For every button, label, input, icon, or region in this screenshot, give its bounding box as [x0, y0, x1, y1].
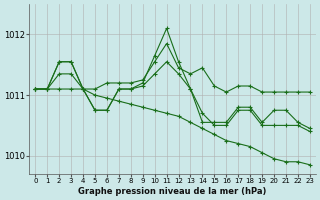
X-axis label: Graphe pression niveau de la mer (hPa): Graphe pression niveau de la mer (hPa): [78, 187, 267, 196]
